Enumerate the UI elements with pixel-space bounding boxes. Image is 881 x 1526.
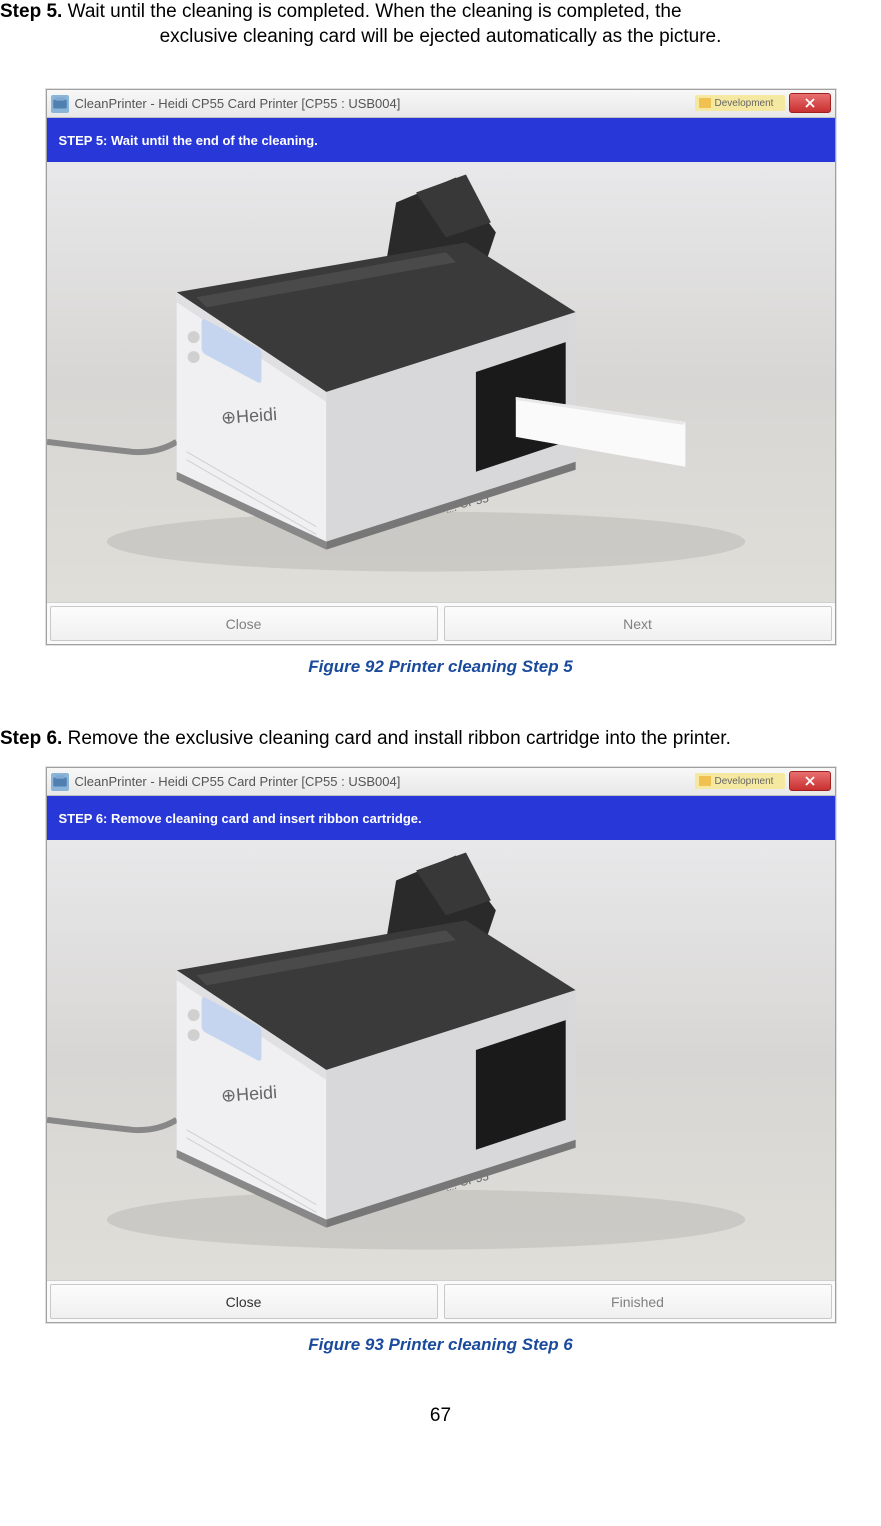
app-icon bbox=[51, 773, 69, 791]
step6-label: Step 6. bbox=[0, 728, 62, 749]
step5-instruction: Step 5. Wait until the cleaning is compl… bbox=[0, 0, 881, 49]
folder-icon bbox=[699, 98, 711, 108]
folder-icon bbox=[699, 776, 711, 786]
cleanprinter-window-step6: CleanPrinter - Heidi CP55 Card Printer [… bbox=[46, 767, 836, 1323]
app-icon bbox=[51, 95, 69, 113]
banner-text: STEP 5: Wait until the end of the cleani… bbox=[59, 133, 318, 148]
close-icon bbox=[805, 776, 815, 786]
folder-label: Development bbox=[715, 98, 774, 109]
svg-text:⊕Heidi: ⊕Heidi bbox=[220, 1082, 277, 1106]
close-window-button[interactable] bbox=[789, 771, 831, 791]
printer-illustration: ⊕Heidi ⬚ CP55 bbox=[47, 840, 835, 1280]
cleanprinter-window-step5: CleanPrinter - Heidi CP55 Card Printer [… bbox=[46, 89, 836, 645]
printer-illustration: ⊕Heidi ⬚ CP55 bbox=[47, 162, 835, 602]
folder-label: Development bbox=[715, 776, 774, 787]
figure-93: CleanPrinter - Heidi CP55 Card Printer [… bbox=[0, 767, 881, 1355]
titlebar: CleanPrinter - Heidi CP55 Card Printer [… bbox=[47, 90, 835, 118]
close-button[interactable]: Close bbox=[50, 1284, 438, 1319]
close-icon bbox=[805, 98, 815, 108]
banner-text: STEP 6: Remove cleaning card and insert … bbox=[59, 811, 422, 826]
step-banner: STEP 5: Wait until the end of the cleani… bbox=[47, 118, 835, 162]
figure-caption-93: Figure 93 Printer cleaning Step 6 bbox=[308, 1335, 573, 1355]
button-row: Close Finished bbox=[47, 1280, 835, 1322]
finished-button[interactable]: Finished bbox=[444, 1284, 832, 1319]
background-folder: Development bbox=[695, 773, 785, 789]
next-button[interactable]: Next bbox=[444, 606, 832, 641]
window-title: CleanPrinter - Heidi CP55 Card Printer [… bbox=[75, 774, 401, 789]
close-button[interactable]: Close bbox=[50, 606, 438, 641]
next-button-label: Next bbox=[623, 616, 652, 632]
page-number: 67 bbox=[0, 1405, 881, 1427]
printer-photo: ⊕Heidi ⬚ CP55 bbox=[47, 162, 835, 602]
step5-line2: exclusive cleaning card will be ejected … bbox=[0, 25, 881, 50]
step5-label: Step 5. bbox=[0, 1, 62, 22]
step6-text: Remove the exclusive cleaning card and i… bbox=[62, 728, 731, 749]
step5-line1: Wait until the cleaning is completed. Wh… bbox=[62, 1, 681, 22]
close-window-button[interactable] bbox=[789, 93, 831, 113]
step-banner: STEP 6: Remove cleaning card and insert … bbox=[47, 796, 835, 840]
button-row: Close Next bbox=[47, 602, 835, 644]
close-button-label: Close bbox=[226, 616, 262, 632]
figure-92: CleanPrinter - Heidi CP55 Card Printer [… bbox=[0, 89, 881, 677]
step6-instruction: Step 6. Remove the exclusive cleaning ca… bbox=[0, 727, 881, 752]
figure-caption-92: Figure 92 Printer cleaning Step 5 bbox=[308, 657, 573, 677]
window-title: CleanPrinter - Heidi CP55 Card Printer [… bbox=[75, 96, 401, 111]
close-button-label: Close bbox=[226, 1294, 262, 1310]
printer-photo: ⊕Heidi ⬚ CP55 bbox=[47, 840, 835, 1280]
titlebar: CleanPrinter - Heidi CP55 Card Printer [… bbox=[47, 768, 835, 796]
svg-text:⊕Heidi: ⊕Heidi bbox=[220, 404, 277, 428]
finished-button-label: Finished bbox=[611, 1294, 664, 1310]
background-folder: Development bbox=[695, 95, 785, 111]
